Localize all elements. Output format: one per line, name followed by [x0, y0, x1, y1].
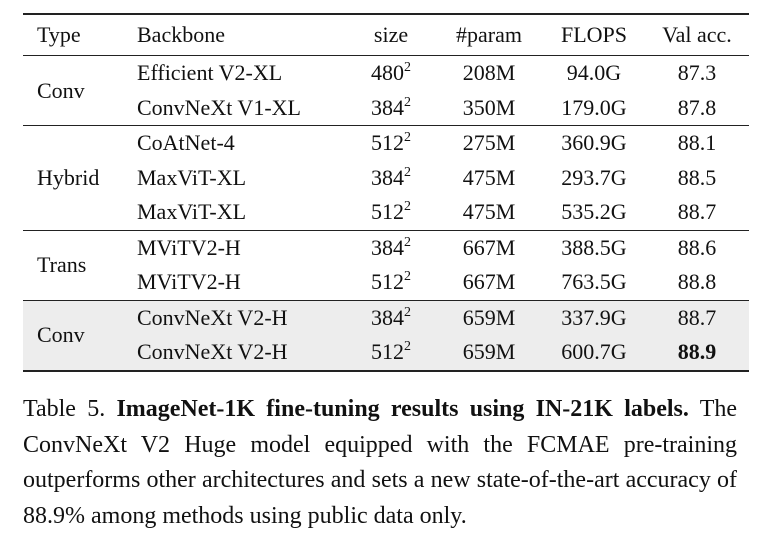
table-body: Conv Efficient V2-XL 4802 208M 94.0G 87.3 Conv… [23, 55, 749, 371]
size-value: 384 [371, 94, 404, 120]
cell-param: 667M [462, 234, 516, 260]
cell-param: 667M [462, 269, 516, 295]
cell-param: 475M [462, 164, 516, 190]
header-flops: FLOPS [560, 22, 628, 47]
cell-type: Conv [37, 77, 85, 103]
cell-size: 5122 [347, 265, 435, 300]
size-exponent: 2 [404, 199, 411, 215]
cell-size: 5122 [347, 195, 435, 230]
cell-size: 5122 [347, 126, 435, 161]
cell-flops: 763.5G [561, 269, 627, 295]
header-type: Type [37, 22, 81, 47]
cell-val-acc: 88.7 [645, 300, 749, 335]
size-value: 512 [371, 269, 404, 295]
table-row: Hybrid CoAtNet-4 5122 275M 360.9G 88.1 [23, 125, 749, 190]
results-table-container: Type Backbone size #param FLOPS Val acc.… [23, 13, 749, 372]
cell-size: 3842 [347, 91, 435, 126]
cell-backbone: MaxViT-XL [137, 199, 247, 225]
size-exponent: 2 [404, 164, 411, 180]
cell-param: 659M [435, 300, 543, 335]
cell-param: 275M [462, 130, 516, 156]
table-row: ConvNeXt V1-XL 3842 350M 179.0G 87.8 [23, 91, 749, 126]
cell-val-acc: 88.8 [677, 269, 717, 295]
table-row: MaxViT-XL 3842 475M 293.7G 88.5 [23, 161, 749, 196]
size-exponent: 2 [404, 60, 411, 76]
cell-param: 475M [462, 199, 516, 225]
table-caption: Table 5. ImageNet-1K fine-tuning results… [23, 396, 738, 529]
header-val-acc: Val acc. [662, 22, 732, 47]
table-row: Conv ConvNeXt V2-H 3842 659M 337.9G 88.7 [23, 300, 749, 371]
size-value: 512 [371, 130, 404, 156]
cell-flops: 94.0G [566, 60, 622, 86]
cell-backbone: ConvNeXt V1-XL [137, 94, 301, 120]
caption-body: The ConvNeXt V2 Huge model equipped with… [23, 396, 738, 529]
cell-param: 659M [435, 335, 543, 371]
size-exponent: 2 [404, 234, 411, 250]
header-size: size [373, 22, 409, 47]
cell-size: 4802 [347, 56, 435, 91]
size-value: 512 [371, 199, 404, 225]
caption-label: Table 5. [23, 396, 106, 422]
cell-val-acc: 88.5 [677, 164, 717, 190]
size-exponent: 2 [404, 339, 411, 355]
cell-val-acc: 87.8 [677, 94, 717, 120]
caption-title: ImageNet-1K fine-tuning results using IN… [116, 396, 683, 422]
cell-backbone: Efficient V2-XL [137, 60, 283, 86]
cell-flops: 337.9G [543, 300, 645, 335]
size-value: 384 [371, 164, 404, 190]
table-row: MaxViT-XL 5122 475M 535.2G 88.7 [23, 195, 749, 230]
table-row: Conv Efficient V2-XL 4802 208M 94.0G 87.3 [23, 55, 749, 103]
cell-flops: 179.0G [561, 94, 627, 120]
cell-backbone: MViTV2-H [137, 269, 241, 295]
cell-type: Trans [37, 252, 87, 277]
size-exponent: 2 [404, 304, 411, 320]
cell-val-acc: 88.1 [677, 130, 717, 156]
cell-backbone: ConvNeXt V2-H [137, 335, 347, 371]
cell-val-acc: 88.6 [677, 234, 717, 260]
table-row: ConvNeXt V2-H 5122 659M 600.7G 88.9 [23, 335, 749, 371]
cell-backbone: MViTV2-H [137, 234, 241, 260]
size-exponent: 2 [404, 130, 411, 146]
cell-size: 3842 [347, 300, 435, 335]
cell-param: 350M [462, 94, 516, 120]
cell-flops: 293.7G [561, 164, 627, 190]
header-param: #param [456, 22, 522, 47]
cell-backbone: CoAtNet-4 [137, 130, 235, 156]
cell-flops: 388.5G [561, 234, 627, 260]
size-value: 512 [371, 339, 404, 365]
cell-flops: 600.7G [543, 335, 645, 371]
size-value: 384 [371, 234, 404, 260]
cell-val-acc: 88.9 [645, 335, 749, 371]
table-row: MViTV2-H 5122 667M 763.5G 88.8 [23, 265, 749, 300]
cell-type: Hybrid [37, 164, 100, 190]
size-exponent: 2 [404, 269, 411, 285]
results-table: Type Backbone size #param FLOPS Val acc.… [23, 13, 749, 372]
size-value: 384 [371, 304, 404, 330]
cell-backbone: MaxViT-XL [137, 164, 247, 190]
table-header-row: Type Backbone size #param FLOPS Val acc. [23, 14, 749, 56]
cell-type: Conv [23, 300, 137, 371]
cell-flops: 360.9G [561, 130, 627, 156]
cell-val-acc: 87.3 [677, 60, 717, 86]
header-backbone: Backbone [137, 22, 225, 47]
cell-val-acc: 88.7 [677, 199, 717, 225]
cell-size: 3842 [347, 230, 435, 265]
cell-size: 3842 [347, 161, 435, 196]
cell-flops: 535.2G [561, 199, 627, 225]
table-row: Trans MViTV2-H 3842 667M 388.5G 88.6 [23, 230, 749, 277]
size-exponent: 2 [404, 94, 411, 110]
size-value: 480 [371, 60, 404, 86]
cell-param: 208M [462, 60, 516, 86]
cell-size: 5122 [347, 335, 435, 371]
cell-backbone: ConvNeXt V2-H [137, 300, 347, 335]
